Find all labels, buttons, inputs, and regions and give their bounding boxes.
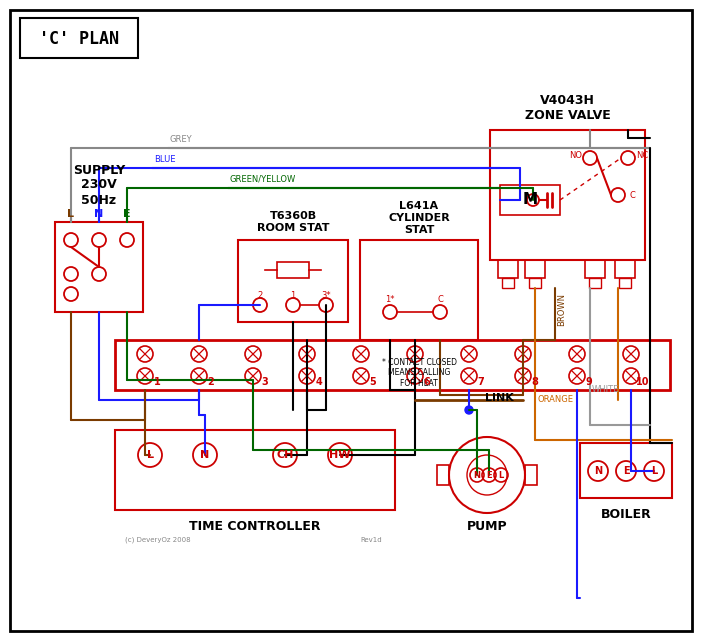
Text: L: L <box>147 450 154 460</box>
Text: NO: NO <box>569 151 583 160</box>
Bar <box>619 278 631 288</box>
Bar <box>115 340 670 390</box>
Text: 9: 9 <box>585 377 592 387</box>
Bar <box>502 278 514 288</box>
Text: E: E <box>123 209 131 219</box>
Text: PUMP: PUMP <box>467 520 508 533</box>
Text: LINK: LINK <box>484 393 513 403</box>
Bar <box>437 465 449 485</box>
Text: 7: 7 <box>477 377 484 387</box>
Text: T6360B
ROOM STAT: T6360B ROOM STAT <box>257 211 329 233</box>
Bar <box>490 130 645 260</box>
Text: L641A
CYLINDER
STAT: L641A CYLINDER STAT <box>388 201 450 235</box>
Bar <box>529 278 541 288</box>
Text: 1: 1 <box>291 292 296 301</box>
Text: N: N <box>594 466 602 476</box>
Text: Rev1d: Rev1d <box>360 537 382 543</box>
Bar <box>615 260 635 278</box>
Text: WHITE: WHITE <box>592 385 619 394</box>
Bar <box>498 260 518 278</box>
Text: GREEN/YELLOW: GREEN/YELLOW <box>230 175 296 184</box>
Bar <box>115 430 395 510</box>
Text: 2: 2 <box>208 377 214 387</box>
Text: 8: 8 <box>531 377 538 387</box>
Text: N: N <box>94 209 104 219</box>
Bar <box>589 278 601 288</box>
Text: BLUE: BLUE <box>154 155 176 164</box>
Bar <box>525 260 545 278</box>
Text: ORANGE: ORANGE <box>537 395 573 404</box>
Text: N: N <box>200 450 210 460</box>
Text: L: L <box>67 209 74 219</box>
Bar <box>525 465 537 485</box>
Text: 1*: 1* <box>385 296 395 304</box>
Text: SUPPLY
230V
50Hz: SUPPLY 230V 50Hz <box>73 163 125 206</box>
Text: C: C <box>437 296 443 304</box>
Text: 3*: 3* <box>322 292 331 301</box>
Text: * CONTACT CLOSED
MEANS CALLING
FOR HEAT: * CONTACT CLOSED MEANS CALLING FOR HEAT <box>381 358 456 388</box>
Text: 10: 10 <box>636 377 650 387</box>
Text: L: L <box>651 466 657 476</box>
Text: GREY: GREY <box>170 135 192 144</box>
Text: (c) DeveryOz 2008: (c) DeveryOz 2008 <box>125 537 191 544</box>
Text: NC: NC <box>636 151 648 160</box>
Text: BOILER: BOILER <box>601 508 651 520</box>
Text: M: M <box>522 192 538 208</box>
Text: E: E <box>486 470 492 479</box>
Text: CH: CH <box>277 450 293 460</box>
Text: HW: HW <box>329 450 351 460</box>
Bar <box>500 185 560 215</box>
Text: E: E <box>623 466 629 476</box>
Text: C: C <box>629 190 635 199</box>
Bar <box>585 260 605 278</box>
Bar <box>277 262 309 278</box>
Text: 4: 4 <box>316 377 322 387</box>
Circle shape <box>465 406 473 414</box>
Bar <box>360 240 478 340</box>
Text: V4043H
ZONE VALVE: V4043H ZONE VALVE <box>524 94 610 122</box>
Bar <box>580 443 672 498</box>
Text: L: L <box>498 470 503 479</box>
Text: BROWN: BROWN <box>557 294 566 326</box>
Text: 1: 1 <box>154 377 160 387</box>
Bar <box>55 222 143 312</box>
Text: 2: 2 <box>258 292 263 301</box>
Text: 3: 3 <box>262 377 268 387</box>
Bar <box>238 240 348 322</box>
Text: 6: 6 <box>423 377 430 387</box>
Text: 5: 5 <box>370 377 376 387</box>
Text: 'C' PLAN: 'C' PLAN <box>39 30 119 48</box>
Bar <box>20 18 138 58</box>
Text: N: N <box>474 470 480 479</box>
Text: TIME CONTROLLER: TIME CONTROLLER <box>190 519 321 533</box>
